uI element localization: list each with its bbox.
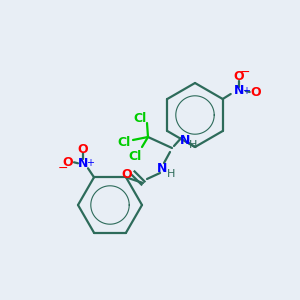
Text: O: O (78, 143, 88, 156)
Text: +: + (86, 158, 94, 168)
Text: O: O (122, 167, 132, 181)
Text: N: N (180, 134, 190, 146)
Text: O: O (233, 70, 244, 83)
Text: +: + (242, 86, 250, 96)
Text: N: N (78, 157, 88, 170)
Text: Cl: Cl (117, 136, 130, 148)
Text: O: O (63, 156, 73, 169)
Text: −: − (239, 65, 250, 79)
Text: H: H (189, 140, 197, 150)
Text: N: N (157, 163, 167, 176)
Text: O: O (250, 85, 261, 98)
Text: −: − (58, 162, 68, 175)
Text: Cl: Cl (128, 149, 142, 163)
Text: N: N (233, 85, 244, 98)
Text: Cl: Cl (134, 112, 147, 125)
Text: H: H (167, 169, 175, 179)
